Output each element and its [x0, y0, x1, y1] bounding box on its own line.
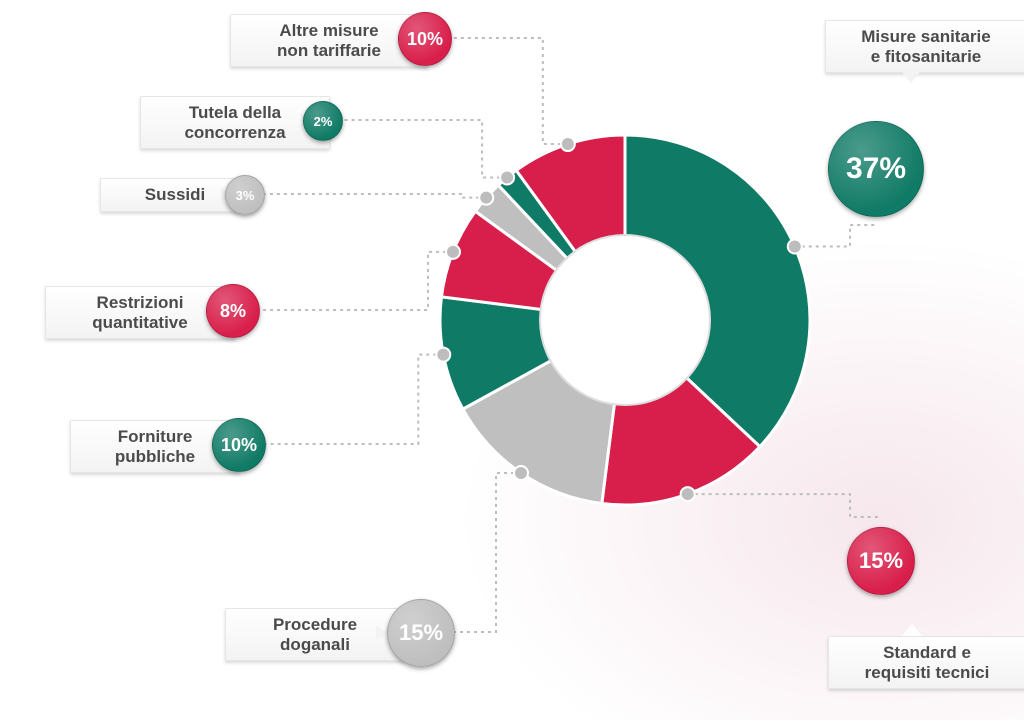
pct-badge-sussidi: 3%: [225, 175, 265, 215]
connector-sussidi: [263, 194, 486, 198]
connector-dot-standard: [681, 487, 695, 501]
connector-dot-sanitarie: [788, 240, 802, 254]
connector-standard: [688, 494, 880, 517]
label-sanitarie: Misure sanitarie e fitosanitarie: [825, 20, 1024, 73]
pct-badge-altre: 10%: [398, 12, 452, 66]
label-standard: Standard e requisiti tecnici: [828, 636, 1024, 689]
connector-dot-forniture: [436, 348, 450, 362]
connector-concorrenza: [341, 120, 507, 177]
connector-dot-sussidi: [479, 191, 493, 205]
pct-badge-standard: 15%: [847, 527, 915, 595]
connector-dot-restrizioni: [446, 245, 460, 259]
pct-badge-restrizioni: 8%: [206, 284, 260, 338]
pct-badge-concorrenza: 2%: [303, 101, 343, 141]
pct-badge-doganali: 15%: [387, 599, 455, 667]
label-pointer-sanitarie: [901, 71, 921, 83]
pct-badge-forniture: 10%: [212, 418, 266, 472]
connector-dot-doganali: [514, 466, 528, 480]
pct-badge-sanitarie: 37%: [828, 121, 924, 217]
connector-forniture: [264, 355, 443, 444]
connector-sanitarie: [795, 225, 875, 247]
connector-dot-concorrenza: [500, 170, 514, 184]
label-pointer-doganali: [376, 625, 387, 641]
connector-dot-altre: [561, 137, 575, 151]
donut-hole: [540, 235, 710, 405]
connector-restrizioni: [258, 252, 453, 310]
connector-altre: [450, 38, 568, 144]
connector-doganali: [453, 473, 521, 632]
label-pointer-standard: [902, 624, 922, 636]
